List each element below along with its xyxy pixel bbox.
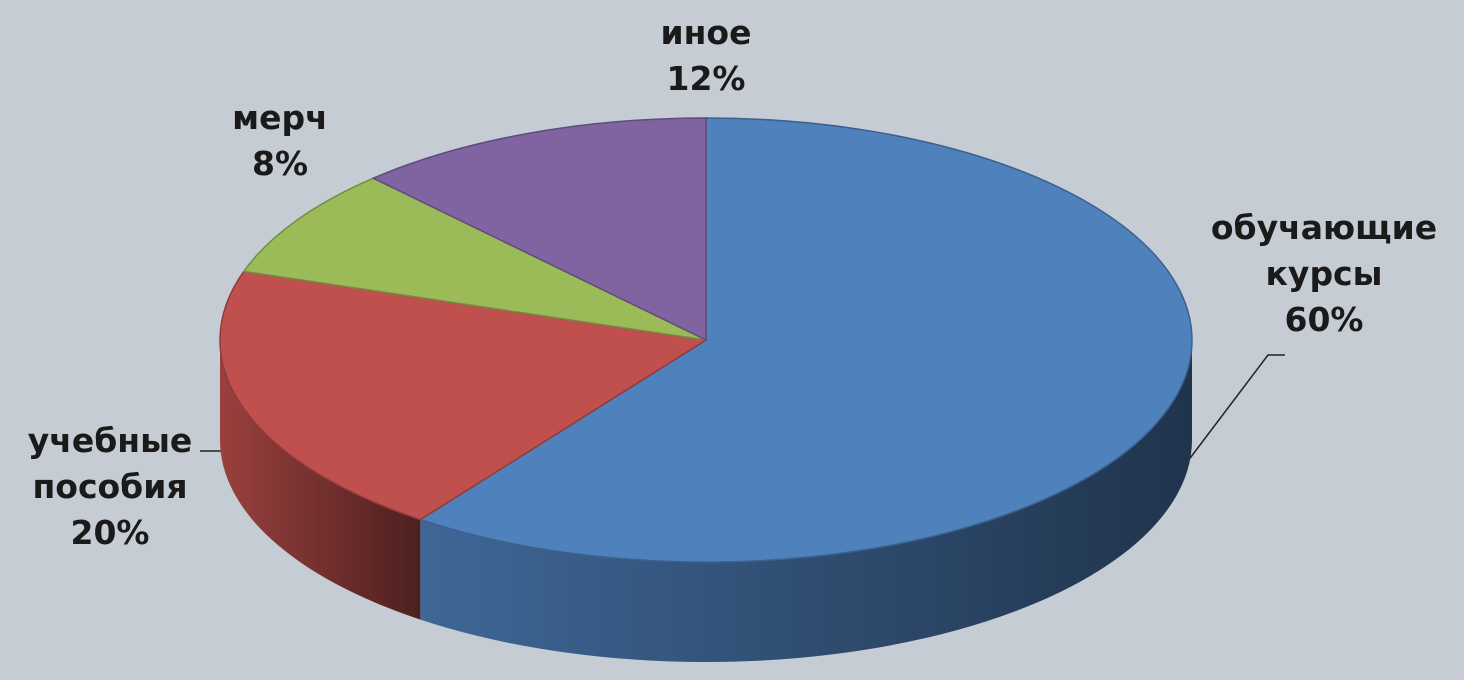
slice bbox=[371, 117, 707, 342]
category-label: обучающие курсы bbox=[1210, 208, 1438, 293]
category-label: иное bbox=[660, 13, 752, 52]
leader-line bbox=[1171, 354, 1285, 483]
slice-side bbox=[420, 340, 1192, 662]
slice-side bbox=[220, 340, 421, 620]
value-label: 20% bbox=[70, 513, 150, 552]
slice-label: учебные пособия 20% bbox=[0, 418, 220, 556]
value-label: 8% bbox=[251, 144, 309, 183]
category-label: мерч bbox=[232, 98, 328, 137]
slice-label: обучающие курсы 60% bbox=[1204, 205, 1444, 343]
slice bbox=[242, 177, 707, 341]
value-label: 12% bbox=[666, 59, 746, 98]
slice bbox=[418, 117, 1193, 563]
category-label: учебные пособия bbox=[27, 421, 193, 506]
slice-label: мерч 8% bbox=[200, 95, 360, 187]
value-label: 60% bbox=[1284, 300, 1364, 339]
slice bbox=[219, 270, 709, 521]
slice-label: иное 12% bbox=[626, 10, 786, 102]
